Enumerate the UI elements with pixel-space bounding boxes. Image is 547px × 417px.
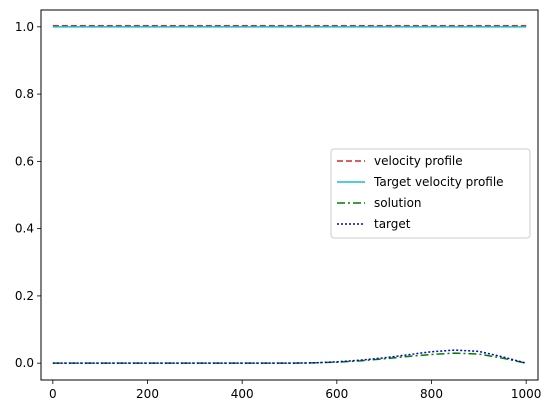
x-tick-label: 800 xyxy=(420,387,443,401)
x-tick-label: 400 xyxy=(231,387,254,401)
x-tick-label: 600 xyxy=(325,387,348,401)
legend-label: solution xyxy=(374,196,422,210)
y-tick-label: 0.6 xyxy=(15,154,34,168)
y-tick-label: 1.0 xyxy=(15,20,34,34)
legend: velocity profile Target velocity profile s… xyxy=(330,148,531,239)
plot-frame xyxy=(40,9,539,381)
y-tick-label: 0.8 xyxy=(15,87,34,101)
y-tick-label: 0.4 xyxy=(15,222,34,236)
legend-label: target xyxy=(374,217,411,231)
y-tick-label: 0.0 xyxy=(15,356,34,370)
x-tick-label: 0 xyxy=(49,387,57,401)
legend-label: Target velocity profile xyxy=(373,175,504,189)
series-layer xyxy=(52,25,527,364)
x-tick-label: 200 xyxy=(136,387,159,401)
series-line-3 xyxy=(52,352,527,364)
x-tick-label: 1000 xyxy=(511,387,542,401)
y-tick-label: 0.2 xyxy=(15,289,34,303)
legend-label: velocity profile xyxy=(374,154,463,168)
axes-layer: 0 200 400 600 800 1000 0.0 0.2 0.4 0.6 0.8 1.0 xyxy=(15,20,542,401)
legend-box xyxy=(330,148,531,239)
